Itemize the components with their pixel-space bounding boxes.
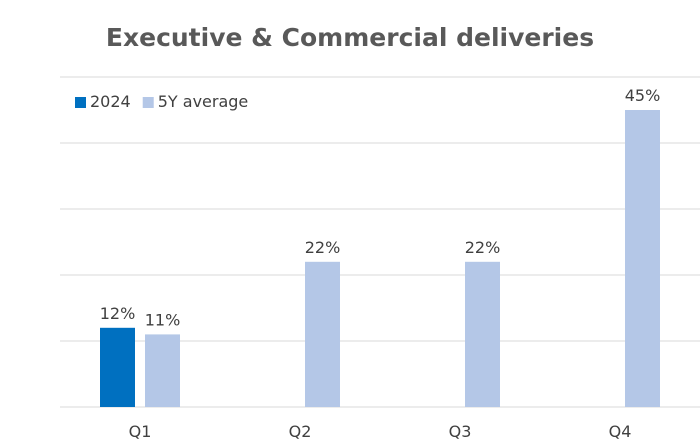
bar-5y-average-q3 xyxy=(465,261,500,407)
bar-5y-average-q1 xyxy=(145,334,180,407)
bar-5y-average-q4 xyxy=(625,110,660,407)
x-axis: Q1 Q2 Q3 Q4 xyxy=(129,422,632,441)
legend: 2024 5Y average xyxy=(75,92,248,111)
legend-swatch xyxy=(142,97,154,108)
data-label: 22% xyxy=(305,238,341,257)
bar-5y-average-q2 xyxy=(305,261,340,407)
x-tick-label: Q4 xyxy=(609,422,632,441)
data-label: 11% xyxy=(145,310,181,329)
chart-title: Executive & Commercial deliveries xyxy=(106,23,594,52)
bar-2024-q1 xyxy=(100,327,135,407)
data-label: 12% xyxy=(100,304,136,323)
x-tick-label: Q3 xyxy=(449,422,472,441)
legend-swatch xyxy=(75,97,86,108)
data-label: 22% xyxy=(465,238,501,257)
data-labels: 12% 11% 22% 22% 45% xyxy=(100,86,661,329)
x-tick-label: Q1 xyxy=(129,422,152,441)
x-tick-label: Q2 xyxy=(289,422,312,441)
data-label: 45% xyxy=(625,86,661,105)
bars xyxy=(100,110,660,407)
legend-label: 5Y average xyxy=(158,92,249,111)
legend-label: 2024 xyxy=(90,92,131,111)
